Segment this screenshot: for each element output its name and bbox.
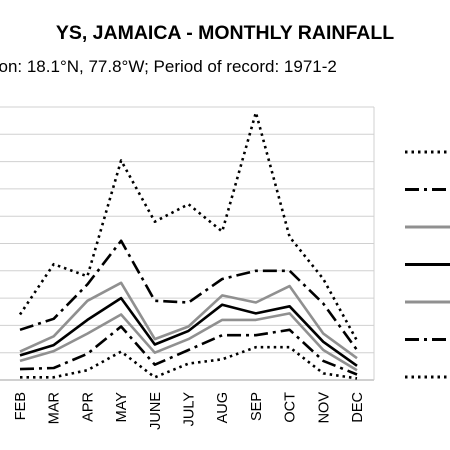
chart-title: YS, JAMAICA - MONTHLY RAINFALL: [55, 22, 395, 44]
series-line-6: [19, 325, 358, 376]
series-line-1: [18, 111, 359, 342]
x-tick-label: DEC: [350, 392, 366, 423]
x-tick-label: SEP: [249, 392, 265, 421]
x-tick-label: JUNE: [148, 392, 164, 430]
x-tick-label: MAR: [47, 392, 63, 424]
series-line-7: [20, 345, 358, 380]
x-tick-label: FEB: [13, 392, 29, 420]
series-line-2: [19, 239, 359, 351]
legend: [405, 150, 450, 379]
chart-subtitle: tion: 18.1°N, 77.8°W; Period of record: …: [0, 57, 337, 76]
x-tick-label: APR: [80, 392, 96, 422]
series-line-3: [19, 281, 358, 360]
x-tick-label: OCT: [283, 392, 299, 423]
x-tick-label: MAY: [114, 392, 130, 423]
x-tick-label: NOV: [316, 392, 332, 424]
x-tick-label: AUG: [215, 392, 231, 423]
x-tick-labels: FEB MAR APR MAY JUNE JULY AUG SEP OCT NOV DEC: [13, 392, 366, 430]
series-line-4: [19, 296, 358, 367]
x-tick-label: JULY: [182, 392, 198, 427]
series-line-5: [19, 312, 358, 372]
series-lines: [18, 111, 359, 380]
